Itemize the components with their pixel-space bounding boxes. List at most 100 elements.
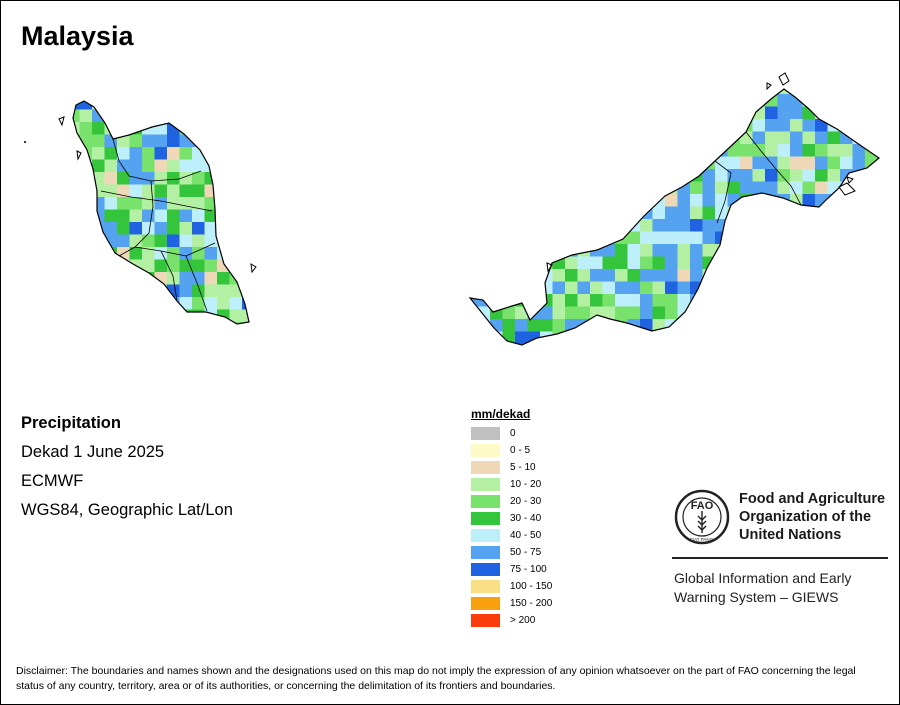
precip-cell (515, 231, 528, 245)
precip-cell (578, 69, 591, 82)
precip-cell (652, 281, 666, 295)
precip-cell (690, 119, 703, 132)
precip-cell (129, 134, 143, 148)
precip-cell (179, 222, 193, 235)
precip-cell (765, 219, 778, 232)
precip-cell (865, 231, 878, 245)
precip-cell (627, 244, 641, 257)
precip-cell (740, 319, 753, 332)
precip-cell (590, 219, 603, 232)
precip-cell (677, 219, 691, 232)
precip-cell (490, 194, 503, 207)
precip-cell (490, 306, 503, 320)
legend-swatch (471, 444, 500, 457)
precip-cell (540, 69, 553, 82)
precip-cell (117, 234, 130, 248)
precip-cell (602, 94, 616, 107)
precip-cell (527, 206, 541, 220)
precip-cell (677, 119, 691, 132)
precip-cell (104, 284, 118, 298)
precip-cell (840, 319, 853, 332)
precip-cell (590, 206, 603, 220)
precip-cell (590, 294, 603, 307)
precip-cell (470, 244, 478, 257)
precip-cell (652, 156, 666, 170)
legend-swatch (471, 512, 500, 525)
precip-cell (192, 222, 205, 235)
legend-item: 20 - 30 (471, 493, 552, 510)
precip-cell (652, 231, 666, 245)
precip-cell (92, 309, 105, 323)
precip-cell (665, 131, 678, 145)
precip-cell (627, 181, 641, 195)
precip-cell (790, 89, 803, 95)
precip-cell (852, 206, 866, 220)
precip-cell (752, 144, 766, 157)
precip-cell (577, 94, 591, 107)
precip-cell (702, 119, 716, 132)
precip-cell (104, 322, 118, 324)
precip-cell (527, 294, 541, 307)
precip-cell (179, 147, 193, 160)
precip-cell (640, 156, 653, 170)
precip-cell (502, 144, 516, 157)
precip-cell (777, 206, 791, 220)
precip-cell (703, 69, 716, 82)
precip-cell (154, 184, 168, 198)
precip-cell (477, 219, 491, 232)
legend-swatch (471, 580, 500, 593)
precip-cell (852, 269, 866, 282)
precip-cell (702, 331, 716, 345)
precip-cell (665, 119, 678, 132)
precip-cell (477, 94, 491, 107)
precip-cell (142, 134, 155, 148)
precip-cell (577, 281, 591, 295)
legend-swatch (471, 614, 500, 627)
giews-line: Global Information and Early (674, 570, 852, 586)
precip-cell (640, 306, 653, 320)
precip-cell (73, 122, 80, 135)
precip-cell (777, 256, 791, 270)
precip-cell (877, 106, 879, 120)
precip-cell (840, 89, 853, 95)
precip-cell (229, 172, 243, 185)
precip-cell (527, 256, 541, 270)
precip-cell (790, 219, 803, 232)
island-dot (24, 141, 26, 143)
precip-cell (92, 101, 105, 110)
precip-cell (242, 247, 249, 260)
precip-cell (217, 272, 230, 285)
precip-cell (765, 281, 778, 295)
precip-cell (852, 294, 866, 307)
precip-cell (92, 147, 105, 160)
precip-cell (802, 169, 816, 182)
legend-item: 0 (471, 425, 552, 442)
map-canvas (24, 69, 880, 346)
map-period: Dekad 1 June 2025 (21, 443, 165, 461)
precip-cell (217, 147, 230, 160)
precip-cell (73, 322, 80, 324)
precip-cell (665, 156, 678, 170)
precip-cell (92, 234, 105, 248)
precip-cell (590, 106, 603, 120)
precip-cell (129, 197, 143, 210)
precip-cell (602, 244, 616, 257)
precip-cell (727, 94, 741, 107)
precip-cell (565, 194, 578, 207)
precip-cell (167, 134, 180, 148)
precip-cell (154, 147, 168, 160)
precip-cell (167, 259, 180, 273)
precip-cell (515, 144, 528, 157)
precip-cell (477, 244, 491, 257)
precip-cell (540, 344, 553, 345)
precip-cell (602, 169, 616, 182)
precip-cell (802, 269, 816, 282)
precip-cell (490, 69, 503, 82)
precip-cell (527, 169, 541, 182)
precip-cell (540, 89, 553, 95)
precip-cell (490, 256, 503, 270)
precip-cell (117, 209, 130, 223)
precip-cell (615, 144, 628, 157)
precip-cell (715, 306, 728, 320)
precip-cell (242, 309, 249, 323)
